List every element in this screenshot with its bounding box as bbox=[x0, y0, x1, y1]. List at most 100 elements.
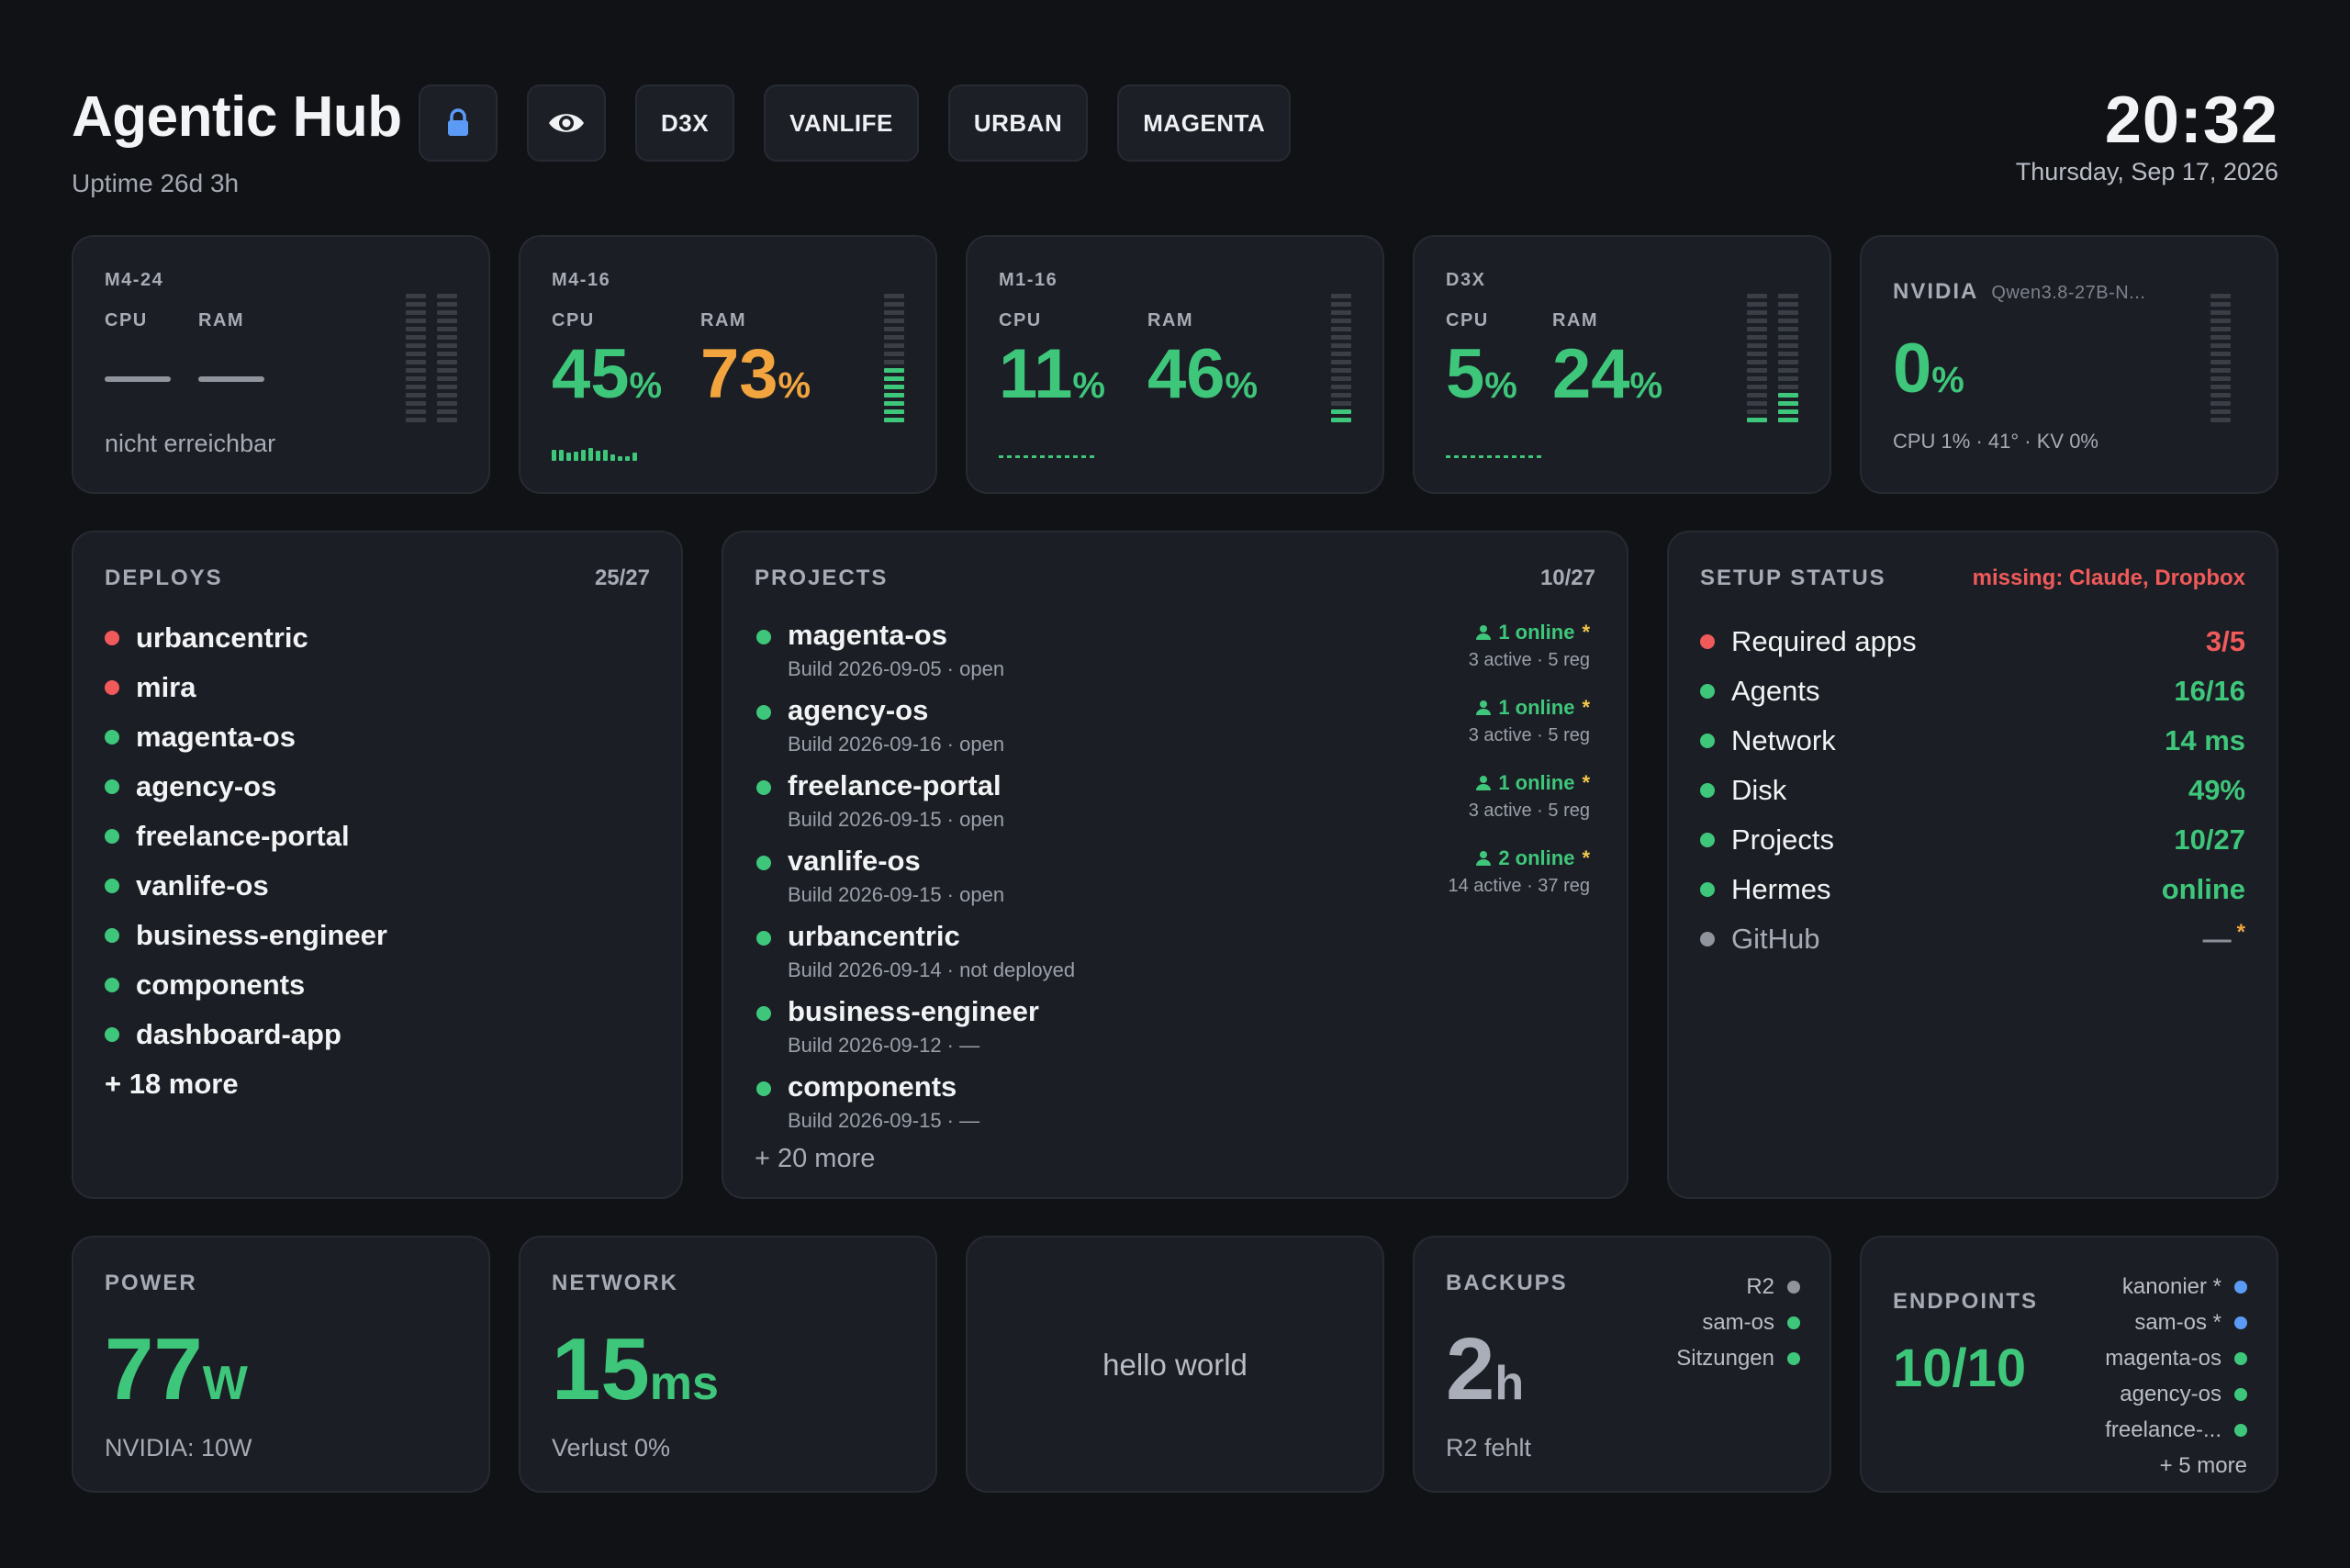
project-item[interactable]: vanlife-os Build 2026-09-15 · open 2 onlin… bbox=[755, 843, 1590, 918]
project-activity: 3 active · 5 reg bbox=[1468, 650, 1590, 670]
hello-text: hello world bbox=[1102, 1348, 1248, 1382]
setup-title: SETUP STATUS bbox=[1700, 566, 1886, 590]
meter-segment bbox=[1778, 418, 1798, 422]
meter-segment bbox=[884, 302, 904, 307]
meter-segment bbox=[2210, 327, 2231, 331]
deploy-item[interactable]: agency-os bbox=[105, 762, 387, 812]
setup-item[interactable]: Disk 49% bbox=[1700, 766, 2245, 815]
d3x-button[interactable]: D3X bbox=[635, 84, 735, 162]
project-activity: 14 active · 37 reg bbox=[1448, 876, 1590, 896]
setup-item[interactable]: GitHub — * bbox=[1700, 914, 2245, 964]
machine-card-m1-16[interactable]: M1-16 CPU RAM 11% 46% bbox=[966, 235, 1384, 494]
projects-title: PROJECTS bbox=[755, 566, 889, 590]
cpu-unit: % bbox=[629, 365, 663, 406]
meter-segment bbox=[1331, 343, 1351, 348]
backups-title: BACKUPS bbox=[1446, 1271, 1568, 1295]
cpu-value: 45% bbox=[552, 340, 662, 409]
meter-segment bbox=[1747, 335, 1767, 340]
visibility-button[interactable] bbox=[527, 84, 606, 162]
setup-item[interactable]: Projects 10/27 bbox=[1700, 815, 2245, 865]
endpoint-item[interactable]: kanonier * bbox=[2105, 1269, 2247, 1305]
online-count: 1 online bbox=[1498, 621, 1575, 644]
project-build: Build 2026-09-15 · open bbox=[788, 808, 1005, 831]
setup-item[interactable]: Agents 16/16 bbox=[1700, 666, 2245, 716]
project-item[interactable]: freelance-portal Build 2026-09-15 · open 1… bbox=[755, 767, 1590, 843]
project-build: Build 2026-09-16 · open bbox=[788, 733, 1005, 756]
project-item[interactable]: urbancentric Build 2026-09-14 · not deplo… bbox=[755, 918, 1590, 993]
deploy-item[interactable]: magenta-os bbox=[105, 712, 387, 762]
meter-segment bbox=[1778, 310, 1798, 315]
deploys-more[interactable]: + 18 more bbox=[105, 1068, 239, 1100]
deploy-item[interactable]: mira bbox=[105, 663, 387, 712]
setup-item-name: Agents bbox=[1731, 675, 1820, 707]
deploy-name: freelance-portal bbox=[136, 820, 350, 852]
page-title: Agentic Hub bbox=[72, 85, 402, 149]
meter-segment bbox=[1331, 302, 1351, 307]
setup-item-name: Hermes bbox=[1731, 873, 1831, 905]
deploy-item[interactable]: components bbox=[105, 960, 387, 1010]
setup-item-value: 10/27 bbox=[2174, 823, 2245, 856]
meter-segment bbox=[437, 401, 457, 406]
deploy-item[interactable]: urbancentric bbox=[105, 613, 387, 663]
vanlife-button[interactable]: VANLIFE bbox=[764, 84, 919, 162]
machine-card-nvidia[interactable]: NVIDIA Qwen3.8-27B-N... 0% CPU 1% · 41° … bbox=[1860, 235, 2278, 494]
status-dot bbox=[756, 931, 771, 946]
backup-target: Sitzungen bbox=[1676, 1340, 1800, 1376]
machine-card-m4-16[interactable]: M4-16 CPU RAM 45% 73% bbox=[519, 235, 937, 494]
magenta-button[interactable]: MAGENTA bbox=[1117, 84, 1292, 162]
project-item[interactable]: agency-os Build 2026-09-16 · open 1 online… bbox=[755, 692, 1590, 767]
endpoint-item[interactable]: sam-os * bbox=[2105, 1305, 2247, 1340]
setup-item-name: Projects bbox=[1731, 823, 1834, 856]
network-sub: Verlust 0% bbox=[552, 1434, 671, 1462]
header-buttons: D3X VANLIFE URBAN MAGENTA bbox=[419, 84, 1292, 162]
projects-more[interactable]: + 20 more bbox=[755, 1144, 876, 1173]
machine-card-d3x[interactable]: D3X CPU RAM 5% 24% bbox=[1413, 235, 1831, 494]
deploy-item[interactable]: freelance-portal bbox=[105, 812, 387, 861]
cpu-value: 11% bbox=[999, 340, 1105, 409]
project-item[interactable]: magenta-os Build 2026-09-05 · open 1 onlin… bbox=[755, 617, 1590, 692]
nvidia-name: NVIDIA bbox=[1893, 279, 1979, 304]
meter-segment bbox=[437, 393, 457, 398]
status-dot bbox=[2234, 1316, 2247, 1329]
project-item[interactable]: components Build 2026-09-15 · — bbox=[755, 1069, 1590, 1144]
status-dot bbox=[105, 1027, 119, 1042]
backup-target-name: sam-os bbox=[1702, 1309, 1774, 1335]
meter-segment bbox=[1747, 310, 1767, 315]
power-title: POWER bbox=[105, 1271, 197, 1295]
meter-segment bbox=[406, 360, 426, 364]
meter-segment bbox=[1747, 343, 1767, 348]
endpoint-item[interactable]: agency-os bbox=[2105, 1376, 2247, 1412]
meter-segment bbox=[437, 418, 457, 422]
status-dot bbox=[2234, 1423, 2247, 1437]
ram-value: 46% bbox=[1147, 340, 1258, 409]
deploy-item[interactable]: business-engineer bbox=[105, 911, 387, 960]
urban-button[interactable]: URBAN bbox=[947, 84, 1089, 162]
meter-segment bbox=[1778, 385, 1798, 389]
deploy-item[interactable]: vanlife-os bbox=[105, 861, 387, 911]
setup-item[interactable]: Hermes online bbox=[1700, 865, 2245, 914]
date-label: Thursday, Sep 17, 2026 bbox=[2015, 158, 2278, 185]
deploy-item[interactable]: dashboard-app bbox=[105, 1010, 387, 1059]
ram-unit: % bbox=[778, 365, 811, 406]
nvidia-header: NVIDIA Qwen3.8-27B-N... bbox=[1893, 279, 2145, 305]
lock-button[interactable] bbox=[419, 84, 498, 162]
setup-item[interactable]: Required apps 3/5 bbox=[1700, 617, 2245, 666]
ram-label: RAM bbox=[700, 310, 747, 330]
meter-segment bbox=[884, 327, 904, 331]
status-dot bbox=[756, 1081, 771, 1096]
endpoint-item[interactable]: freelance-... bbox=[2105, 1412, 2247, 1448]
meter-segment bbox=[437, 327, 457, 331]
status-dot bbox=[1700, 833, 1715, 847]
machine-card-m4-24[interactable]: M4-24 CPU RAM nicht erreichbar bbox=[72, 235, 490, 494]
endpoints-more[interactable]: + 5 more bbox=[2159, 1452, 2247, 1478]
gpu-meter bbox=[2210, 294, 2231, 422]
projects-count: 10/27 bbox=[1539, 566, 1595, 590]
endpoint-item[interactable]: magenta-os bbox=[2105, 1340, 2247, 1376]
setup-item[interactable]: Network 14 ms bbox=[1700, 716, 2245, 766]
machine-name: D3X bbox=[1446, 270, 1486, 290]
status-dot bbox=[105, 680, 119, 695]
online-count: 2 online bbox=[1498, 846, 1575, 869]
setup-missing: missing: Claude, Dropbox bbox=[1972, 566, 2245, 590]
meter-segment bbox=[406, 352, 426, 356]
project-item[interactable]: business-engineer Build 2026-09-12 · — bbox=[755, 993, 1590, 1069]
